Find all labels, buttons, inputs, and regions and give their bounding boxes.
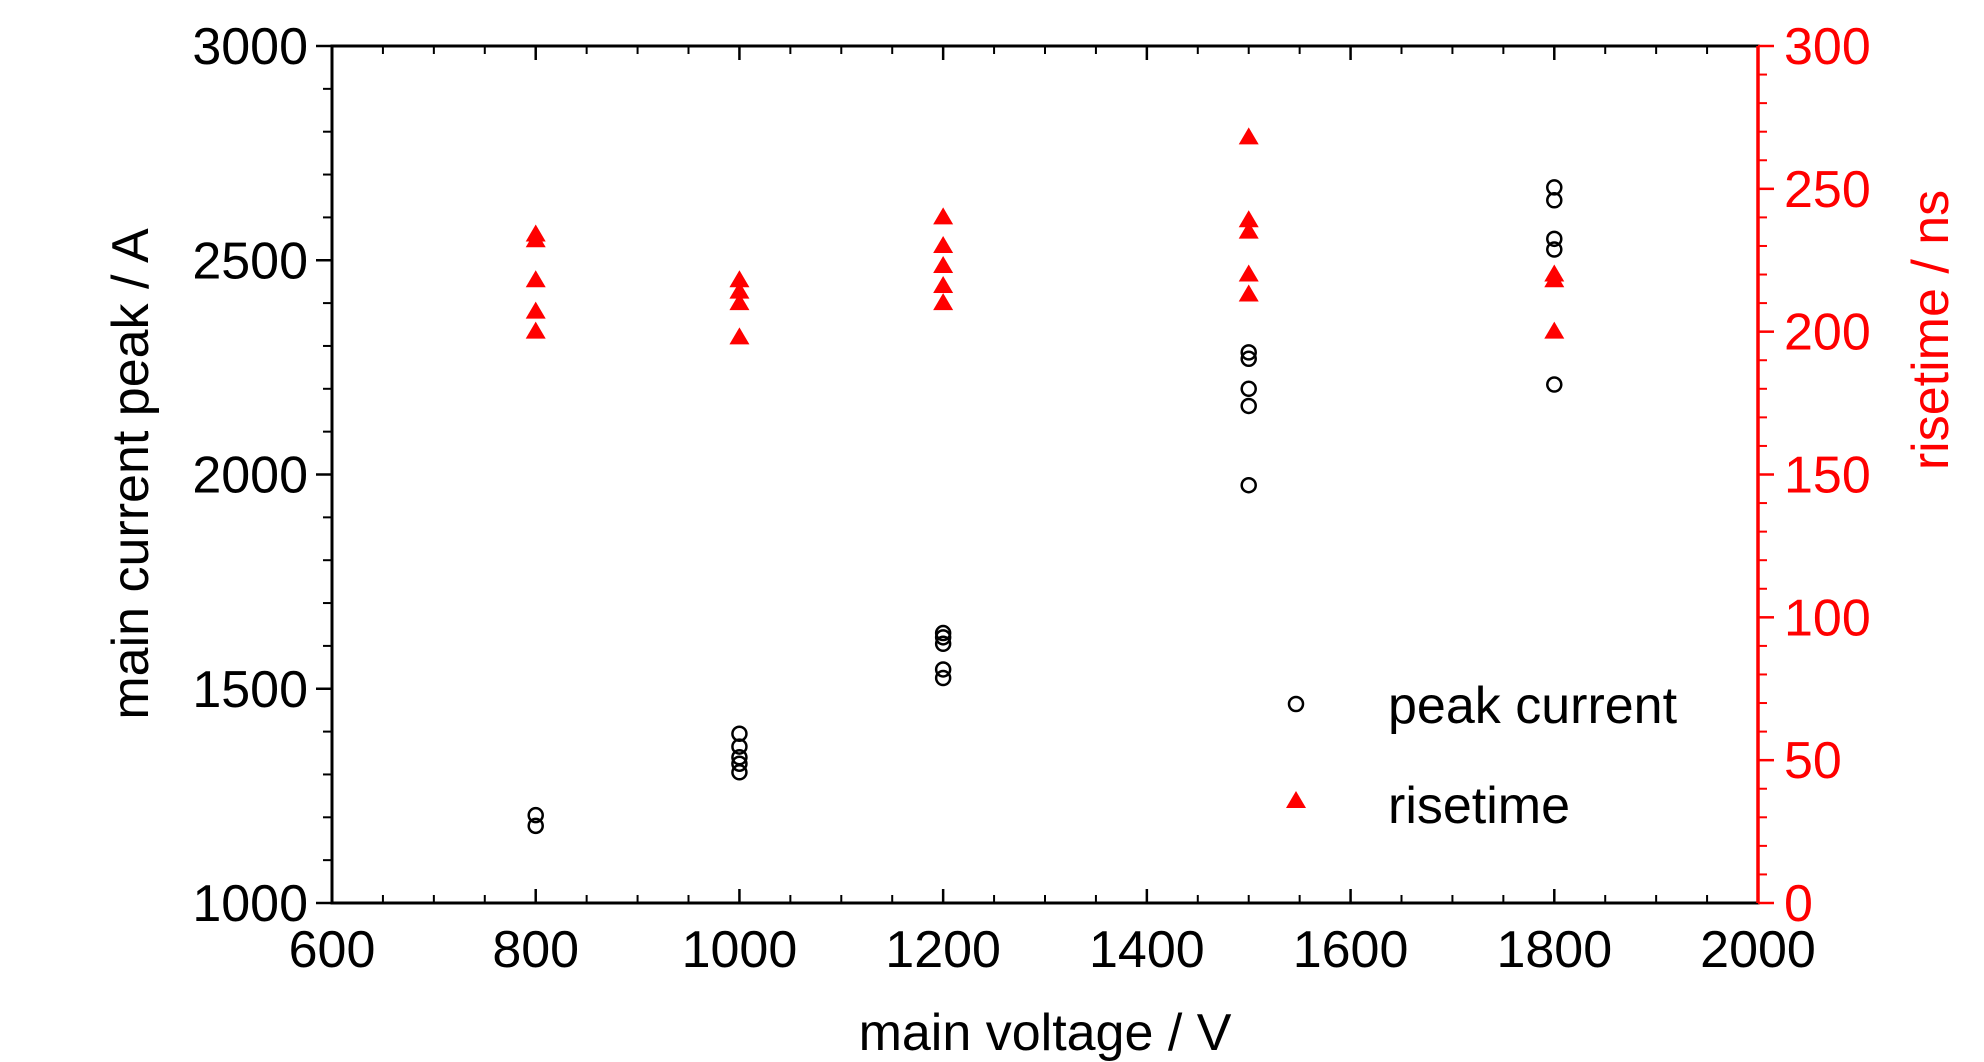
- peak-current-point: [934, 661, 952, 678]
- peak-current-point: [731, 755, 748, 772]
- peak-current-point: [1546, 230, 1563, 248]
- y-left-tick-label: 2000: [192, 447, 308, 505]
- plot-area: [330, 44, 1760, 905]
- risetime-point: [933, 275, 954, 293]
- x-tick-label: 600: [289, 921, 376, 979]
- y-axis-left: 1000 1500 2000 2500 3000: [192, 18, 332, 933]
- legend-peak-current-label: peak current: [1388, 677, 1678, 735]
- peak-current-point: [1240, 344, 1257, 361]
- x-tick-label: 1200: [885, 921, 1001, 979]
- peak-current-point: [527, 817, 544, 835]
- risetime-point: [933, 235, 954, 253]
- y-axis-right-label: risetime / ns: [1902, 190, 1960, 470]
- x-tick-label: 2000: [1700, 921, 1816, 979]
- peak-current-point: [527, 806, 544, 824]
- risetime-point: [933, 207, 954, 225]
- y-right-tick-label: 0: [1784, 875, 1813, 933]
- peak-current-point: [934, 669, 952, 687]
- y-axis-right: 0 50 100 150 200 250 300: [1756, 18, 1871, 933]
- series-layer: [525, 127, 1565, 835]
- risetime-point: [729, 293, 750, 311]
- y-left-tick-label: 2500: [192, 232, 308, 290]
- x-axis: 600 800 1000 1200 1400 1600 1800 2000: [289, 46, 1816, 979]
- series-1: [525, 127, 1565, 345]
- legend-risetime-label: risetime: [1388, 777, 1570, 835]
- y-right-tick-label: 50: [1784, 732, 1842, 790]
- x-tick-label: 1000: [682, 921, 798, 979]
- risetime-point: [1544, 264, 1565, 282]
- legend: peak current risetime: [1286, 677, 1678, 835]
- y-left-tick-label: 1500: [192, 661, 308, 719]
- peak-current-point: [1240, 380, 1257, 398]
- y-right-tick-label: 100: [1784, 589, 1871, 647]
- risetime-point: [525, 270, 546, 288]
- y-right-tick-label: 300: [1784, 18, 1871, 76]
- risetime-point: [1238, 264, 1259, 282]
- risetime-point: [525, 301, 546, 319]
- peak-current-point: [1240, 397, 1257, 415]
- risetime-point: [729, 327, 750, 345]
- x-tick-label: 800: [492, 921, 579, 979]
- y-right-tick-label: 200: [1784, 304, 1871, 362]
- peak-current-point: [1546, 376, 1563, 393]
- y-left-tick-label: 3000: [192, 18, 308, 76]
- peak-current-point: [731, 725, 748, 742]
- risetime-point: [1238, 210, 1259, 228]
- risetime-point: [525, 224, 546, 242]
- peak-current-point: [1546, 179, 1563, 196]
- y-left-tick-label: 1000: [192, 875, 308, 933]
- y-right-tick-label: 150: [1784, 447, 1871, 505]
- x-tick-label: 1600: [1293, 921, 1409, 979]
- x-tick-label: 1400: [1089, 921, 1205, 979]
- peak-current-point: [934, 624, 952, 642]
- y-axis-left-label: main current peak / A: [102, 228, 160, 720]
- legend-peak-current-marker: [1287, 695, 1305, 713]
- peak-current-point: [1546, 241, 1563, 258]
- risetime-point: [1238, 284, 1259, 302]
- risetime-point: [1238, 221, 1259, 239]
- risetime-point: [729, 281, 750, 299]
- risetime-point: [1238, 127, 1259, 145]
- risetime-point: [525, 321, 546, 339]
- risetime-point: [933, 255, 954, 273]
- legend-risetime-marker: [1286, 791, 1306, 808]
- y-right-tick-label: 250: [1784, 161, 1871, 219]
- peak-current-point: [1240, 476, 1257, 494]
- x-axis-label: main voltage / V: [859, 1004, 1232, 1062]
- risetime-point: [729, 270, 750, 288]
- risetime-point: [1544, 321, 1565, 339]
- peak-current-point: [1240, 350, 1257, 368]
- peak-current-point: [934, 635, 952, 653]
- risetime-point: [933, 293, 954, 311]
- peak-current-point: [731, 749, 748, 766]
- x-tick-label: 1800: [1496, 921, 1612, 979]
- series-0: [527, 179, 1563, 835]
